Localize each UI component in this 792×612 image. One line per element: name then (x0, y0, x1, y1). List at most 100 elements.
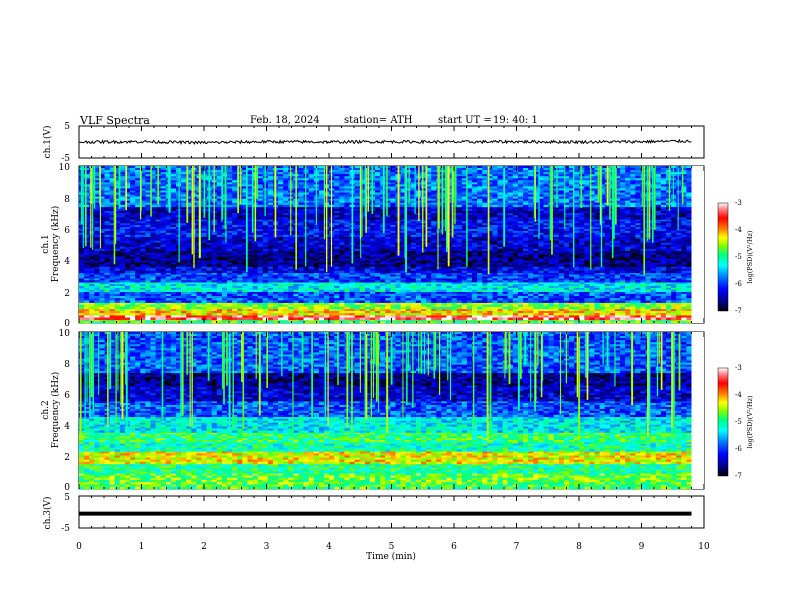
spectrogram-cell (543, 300, 549, 303)
spectrogram-cell (645, 302, 651, 305)
spectrogram-cell (390, 278, 396, 281)
spectrogram-cell (298, 287, 304, 291)
spectrogram-cell (293, 308, 299, 312)
spectrogram-cell (579, 302, 585, 305)
spectrogram-cell (318, 282, 325, 285)
spectrogram-cell (477, 315, 483, 318)
spectrogram-cell (318, 285, 325, 289)
spectrogram-cell (441, 285, 447, 289)
spectrogram-cell (594, 310, 600, 314)
spectrogram-cell (293, 278, 299, 281)
spectrogram-cell (543, 295, 549, 299)
spectrogram-cell (145, 250, 151, 254)
spectrogram-cell (247, 238, 253, 241)
spectrogram-cell (548, 289, 554, 292)
spectrogram-cell (201, 276, 207, 279)
spectrogram-cell (196, 306, 202, 310)
spectrogram-cell (329, 313, 335, 316)
spectrogram-cell (140, 274, 146, 277)
spectrogram-cell (574, 270, 580, 274)
spectrogram-cell (686, 274, 692, 277)
spectrogram-cell (579, 258, 585, 261)
spectrogram-cell (410, 287, 417, 291)
spectrogram-cell (227, 272, 233, 275)
spectrogram-cell (313, 268, 320, 271)
spectrogram-cell (227, 274, 233, 277)
spectrogram-cell (298, 302, 304, 305)
spectrogram-cell (441, 268, 447, 271)
spectrogram-cell (594, 244, 600, 248)
spectrogram-cell (119, 278, 126, 281)
spectrogram-cell (477, 254, 483, 257)
spectrogram-cell (94, 310, 100, 314)
spectrogram-cell (130, 276, 136, 279)
spectrogram-cell (584, 240, 590, 244)
spectrogram-cell (604, 289, 611, 292)
spectrogram-cell (262, 302, 269, 305)
spectrogram-cell (369, 319, 376, 322)
spectrogram-cell (344, 306, 350, 310)
spectrogram-cell (553, 238, 560, 241)
spectrogram-cell (553, 242, 560, 246)
spectrogram-cell (175, 285, 182, 289)
spectrogram-cell (497, 244, 503, 248)
spectrogram-cell (584, 250, 590, 254)
spectrogram-cell (165, 317, 172, 321)
spectrogram-cell (181, 295, 187, 299)
spectrogram-cell (625, 252, 631, 256)
spectrogram-cell (196, 262, 202, 265)
spectrogram-cell (313, 240, 320, 244)
spectrogram-cell (252, 295, 258, 299)
spectrogram-cell (497, 252, 503, 256)
spectrogram-cell (155, 264, 161, 267)
spectrogram-cell (344, 262, 350, 265)
spectrogram-cell (186, 317, 192, 321)
spectrogram-cell (109, 274, 116, 277)
spectrogram-cell (676, 302, 682, 305)
spectrogram-cell (477, 282, 483, 285)
spectrogram-cell (492, 317, 498, 321)
spectrogram-cell (517, 282, 524, 285)
spectrogram-cell (390, 264, 396, 267)
spectrogram-cell (492, 264, 498, 267)
spectrogram-cell (227, 313, 233, 316)
spectrogram-cell (257, 240, 264, 244)
spectrogram-cell (324, 304, 330, 308)
spectrogram-cell (517, 250, 524, 254)
spectrogram-cell (130, 240, 136, 244)
spectrogram-cell (620, 238, 626, 241)
spectrogram-cell (318, 238, 325, 241)
spectrogram-cell (512, 240, 519, 244)
spectrogram-cell (130, 246, 136, 250)
spectrogram-cell (660, 298, 667, 301)
spectrogram-cell (395, 284, 401, 287)
spectrogram-cell (79, 246, 85, 250)
spectrogram-cell (671, 256, 677, 259)
spectrogram-cell (104, 280, 110, 283)
spectrogram-cell (201, 266, 207, 269)
spectrogram-cell (538, 284, 544, 287)
spectrogram-cell (640, 252, 646, 256)
spectrogram-cell (313, 280, 320, 283)
spectrogram-cell (262, 252, 269, 256)
spectrogram-cell (354, 258, 361, 261)
spectrogram-cell (584, 285, 590, 289)
spectrogram-cell (283, 254, 289, 257)
spectrogram-cell (492, 284, 498, 287)
spectrogram-cell (446, 304, 452, 308)
spectrogram-cell (89, 304, 95, 308)
spectrogram-cell (252, 291, 258, 295)
spectrogram-cell (252, 242, 258, 246)
spectrogram-cell (594, 293, 600, 297)
spectrogram-cell (512, 321, 519, 324)
spectrogram-cell (574, 254, 580, 257)
spectrogram-cell (237, 287, 243, 291)
spectrogram-cell (242, 291, 248, 295)
spectrogram-cell (671, 289, 677, 292)
spectrogram-cell (487, 280, 493, 283)
spectrogram-cell (512, 258, 519, 261)
spectrogram-cell (533, 280, 539, 283)
spectrogram-cell (140, 315, 146, 318)
spectrogram-cell (334, 276, 340, 279)
spectrogram-cell (252, 264, 258, 267)
